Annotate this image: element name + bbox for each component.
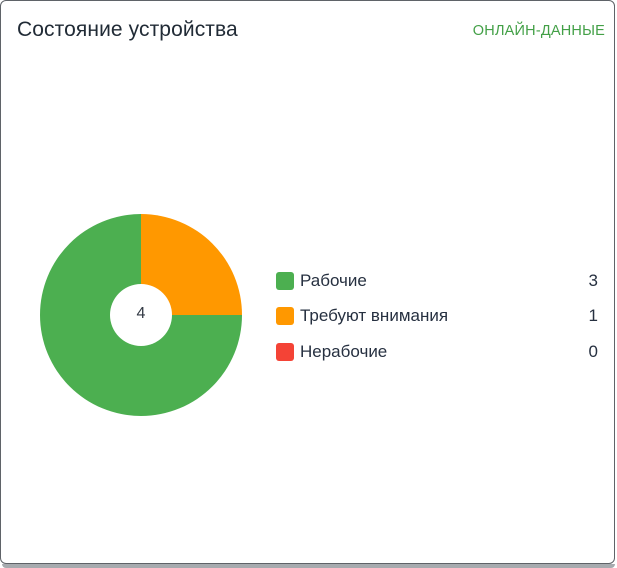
- legend-label: Требуют внимания: [300, 306, 449, 326]
- legend-swatch-working: [276, 271, 294, 290]
- legend-item-not-working[interactable]: Нерабочие 0: [276, 334, 598, 370]
- legend-item-needs-attention[interactable]: Требуют внимания 1: [276, 299, 598, 335]
- legend-swatch-not-working: [276, 342, 294, 361]
- legend-value: 3: [588, 270, 598, 290]
- legend-label: Рабочие: [300, 270, 367, 290]
- legend-value: 0: [588, 341, 598, 361]
- donut-slices: [40, 214, 242, 416]
- legend-label: Нерабочие: [300, 341, 388, 361]
- card-shadow: [2, 564, 615, 568]
- live-data-link[interactable]: ОНЛАЙН-ДАННЫЕ: [472, 23, 605, 39]
- device-status-donut-chart: [40, 214, 242, 416]
- card-title: Состояние устройства: [17, 18, 238, 41]
- legend-value: 1: [588, 306, 598, 326]
- donut-center-total: 4: [136, 305, 146, 322]
- chart-legend: Рабочие 3 Требуют внимания 1 Нерабочие 0: [276, 263, 598, 370]
- donut-hole: [110, 284, 172, 346]
- legend-item-working[interactable]: Рабочие 3: [276, 263, 598, 299]
- donut-slice-1[interactable]: [141, 214, 242, 315]
- legend-swatch-needs-attention: [276, 307, 294, 326]
